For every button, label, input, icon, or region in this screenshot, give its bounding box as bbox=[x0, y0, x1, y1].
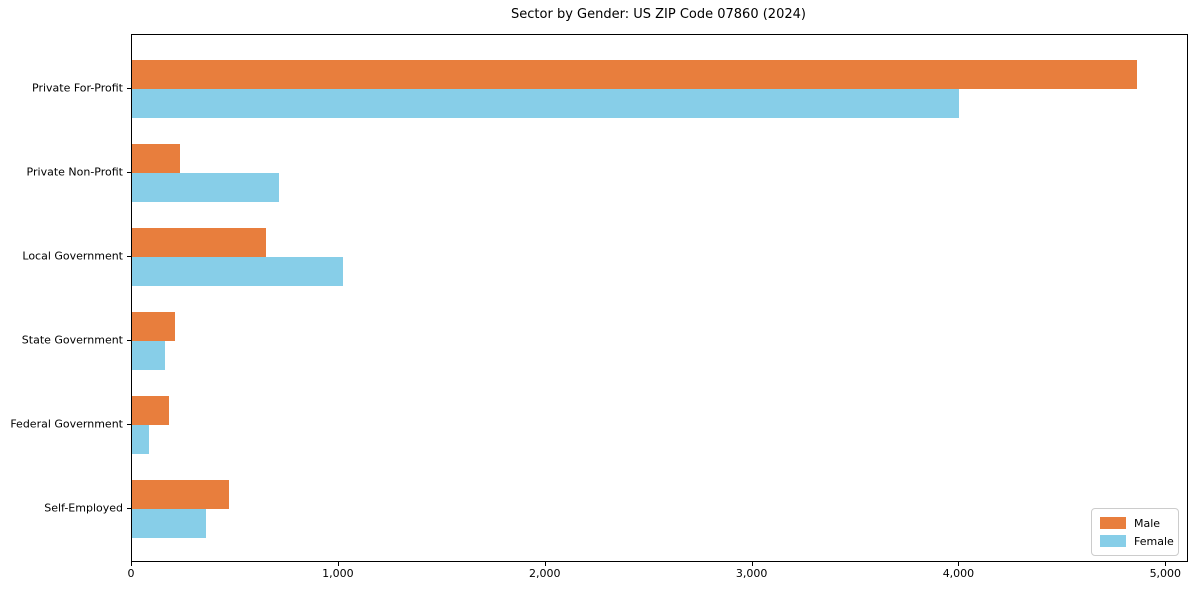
legend-item-male: Male bbox=[1100, 514, 1170, 532]
x-tick-label-1-000: 1,000 bbox=[322, 567, 354, 580]
x-axis-tick-0 bbox=[131, 561, 132, 566]
legend-label-female: Female bbox=[1134, 534, 1174, 548]
bar-male-self-employed bbox=[132, 480, 230, 509]
x-tick-label-5-000: 5,000 bbox=[1149, 567, 1182, 580]
bar-female-federal-government bbox=[132, 425, 149, 454]
x-axis-tick-3-000 bbox=[751, 561, 753, 566]
y-axis-tick-private-non-profit bbox=[127, 172, 132, 173]
y-category-label-state-government: State Government bbox=[21, 333, 123, 347]
legend-swatch-female bbox=[1100, 535, 1126, 547]
bar-female-local-government bbox=[132, 257, 343, 286]
y-category-label-self-employed: Self-Employed bbox=[44, 501, 123, 515]
bar-female-private-for-profit bbox=[132, 89, 960, 118]
x-axis-tick-2-000 bbox=[544, 561, 546, 566]
x-tick-label-0: 0 bbox=[127, 567, 135, 580]
legend-label-male: Male bbox=[1134, 516, 1161, 530]
x-tick-label-2-000: 2,000 bbox=[528, 567, 561, 580]
y-category-label-federal-government: Federal Government bbox=[10, 417, 123, 431]
y-axis-tick-federal-government bbox=[127, 424, 132, 425]
bar-female-state-government bbox=[132, 341, 166, 370]
bar-male-federal-government bbox=[132, 396, 170, 425]
y-axis-tick-state-government bbox=[127, 340, 132, 341]
x-axis-tick-5-000 bbox=[1165, 561, 1167, 566]
legend-swatch-male bbox=[1100, 517, 1126, 529]
y-category-label-private-for-profit: Private For-Profit bbox=[32, 81, 123, 95]
bar-male-private-non-profit bbox=[132, 144, 180, 173]
y-category-label-private-non-profit: Private Non-Profit bbox=[26, 165, 123, 179]
bar-female-private-non-profit bbox=[132, 173, 279, 202]
legend: Male Female bbox=[1091, 508, 1179, 556]
bar-female-self-employed bbox=[132, 509, 207, 538]
x-axis-tick-1-000 bbox=[337, 561, 339, 566]
bar-male-state-government bbox=[132, 312, 176, 341]
plot-area bbox=[131, 34, 1188, 562]
bar-male-local-government bbox=[132, 228, 267, 257]
bar-male-private-for-profit bbox=[132, 60, 1138, 89]
y-category-label-local-government: Local Government bbox=[22, 249, 123, 263]
x-tick-label-4-000: 4,000 bbox=[942, 567, 975, 580]
legend-item-female: Female bbox=[1100, 532, 1174, 550]
x-tick-label-3-000: 3,000 bbox=[735, 567, 768, 580]
y-axis-tick-self-employed bbox=[127, 508, 132, 509]
y-axis-tick-local-government bbox=[127, 256, 132, 257]
x-axis-tick-4-000 bbox=[958, 561, 960, 566]
chart-title: Sector by Gender: US ZIP Code 07860 (202… bbox=[511, 7, 806, 22]
y-axis-tick-private-for-profit bbox=[127, 88, 132, 89]
